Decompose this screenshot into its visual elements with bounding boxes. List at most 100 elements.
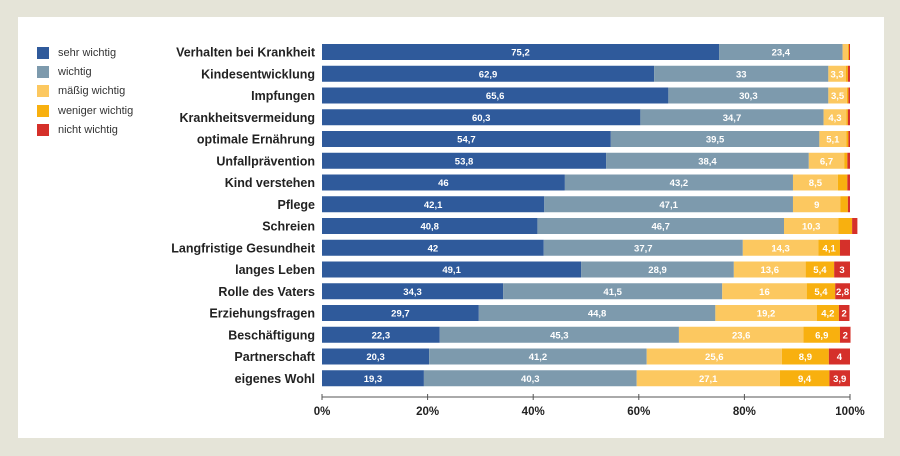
value-label: 5,1 xyxy=(826,135,840,146)
bar-segment xyxy=(503,283,723,300)
bar-segment xyxy=(848,131,850,147)
value-label: 4,1 xyxy=(823,243,837,254)
legend-label: sehr wichtig xyxy=(58,46,117,59)
bar-segment xyxy=(781,348,829,365)
value-label: 38,4 xyxy=(698,156,717,167)
x-tick-label: 40% xyxy=(522,406,545,418)
value-label: 4,2 xyxy=(821,309,834,320)
bar-segment xyxy=(722,283,807,300)
bar-segment xyxy=(640,109,824,126)
legend-swatch xyxy=(37,46,49,59)
legend: sehr wichtig wichtig mäßig wichtig wenig… xyxy=(37,43,133,140)
value-label: 23,4 xyxy=(772,48,791,59)
bar-segment xyxy=(543,239,743,256)
value-label: 27,1 xyxy=(699,374,718,385)
bar-segment xyxy=(322,109,641,126)
value-label: 6,9 xyxy=(815,330,828,341)
bar-segment xyxy=(845,65,848,82)
category-label: Verhalten bei Krankheit xyxy=(176,46,316,60)
value-label: 20,3 xyxy=(366,352,385,363)
value-label: 39,5 xyxy=(706,135,725,146)
legend-item-sehr-wichtig: sehr wichtig xyxy=(37,43,133,62)
legend-label: nicht wichtig xyxy=(58,124,118,137)
value-label: 41,2 xyxy=(529,352,548,363)
value-label: 23,6 xyxy=(732,330,751,341)
value-label: 6,7 xyxy=(820,156,833,167)
value-label: 3,5 xyxy=(831,91,845,102)
bar-segment xyxy=(828,87,847,104)
value-label: 9,4 xyxy=(798,374,812,385)
value-label: 40,8 xyxy=(420,222,439,233)
value-label: 16 xyxy=(759,287,770,298)
value-label: 33 xyxy=(736,69,747,80)
value-label: 3 xyxy=(839,265,844,276)
value-label: 29,7 xyxy=(391,309,410,320)
value-label: 9 xyxy=(814,200,819,211)
bar-segment xyxy=(742,239,819,256)
value-label: 5,4 xyxy=(813,265,827,276)
bar-segment xyxy=(792,196,841,213)
bar-segment xyxy=(322,44,720,60)
value-label: 8,5 xyxy=(809,178,823,189)
legend-item-wichtig: wichtig xyxy=(37,62,133,81)
value-label: 45,3 xyxy=(550,330,569,341)
value-label: 34,7 xyxy=(723,113,742,124)
bar-segment xyxy=(819,131,847,147)
value-label: 46 xyxy=(438,178,449,189)
bar-segment xyxy=(847,109,850,126)
value-label: 5,4 xyxy=(814,287,828,298)
value-label: 4,3 xyxy=(828,113,841,124)
bar-segment xyxy=(846,87,849,104)
bar-segment xyxy=(439,326,679,343)
value-label: 34,3 xyxy=(403,287,422,298)
legend-swatch xyxy=(37,104,49,117)
value-label: 49,1 xyxy=(442,265,461,276)
value-label: 41,5 xyxy=(603,287,622,298)
bar-segment xyxy=(847,196,850,213)
bar-segment xyxy=(636,370,780,387)
value-label: 75,2 xyxy=(511,48,530,59)
category-label: eigenes Wohl xyxy=(235,372,315,386)
value-label: 54,7 xyxy=(457,135,476,146)
bar-segment xyxy=(847,152,850,169)
bar-segment xyxy=(322,239,544,256)
bar-segment xyxy=(478,305,716,321)
bar-segment xyxy=(828,348,850,365)
bar-segment xyxy=(847,44,849,60)
x-tick-label: 60% xyxy=(627,406,650,418)
category-label: optimale Ernährung xyxy=(197,133,315,147)
bar-segment xyxy=(834,261,850,278)
value-label: 46,7 xyxy=(651,222,670,233)
bar-segment xyxy=(322,348,430,365)
value-label: 10,3 xyxy=(802,222,821,233)
bar-segment xyxy=(784,218,839,234)
legend-item-weniger-wichtig: weniger wichtig xyxy=(37,101,133,120)
value-label: 14,3 xyxy=(771,243,790,254)
bar-segment xyxy=(792,174,838,191)
bar-segment xyxy=(823,109,847,126)
bar-segment xyxy=(322,196,545,213)
x-tick-label: 100% xyxy=(835,406,864,418)
bar-segment xyxy=(322,152,607,169)
value-label: 30,3 xyxy=(739,91,758,102)
value-label: 62,9 xyxy=(479,69,498,80)
bar-segment xyxy=(646,348,782,365)
value-label: 60,3 xyxy=(472,113,491,124)
value-label: 25,6 xyxy=(705,352,724,363)
bar-segment xyxy=(654,65,829,82)
value-label: 37,7 xyxy=(634,243,653,254)
bar-segment xyxy=(837,174,848,191)
bar-segment xyxy=(839,326,851,343)
bar-segment xyxy=(322,87,669,104)
bar-segment xyxy=(848,87,850,104)
bar-segment xyxy=(733,261,806,278)
bar-segment xyxy=(581,261,734,278)
bar-segment xyxy=(846,131,849,147)
category-label: Impfungen xyxy=(251,89,315,103)
bar-segment xyxy=(779,370,830,387)
value-label: 42 xyxy=(428,243,439,254)
bar-segment xyxy=(846,109,848,126)
category-label: Kind verstehen xyxy=(225,176,315,190)
category-label: Kindesentwicklung xyxy=(201,67,315,81)
